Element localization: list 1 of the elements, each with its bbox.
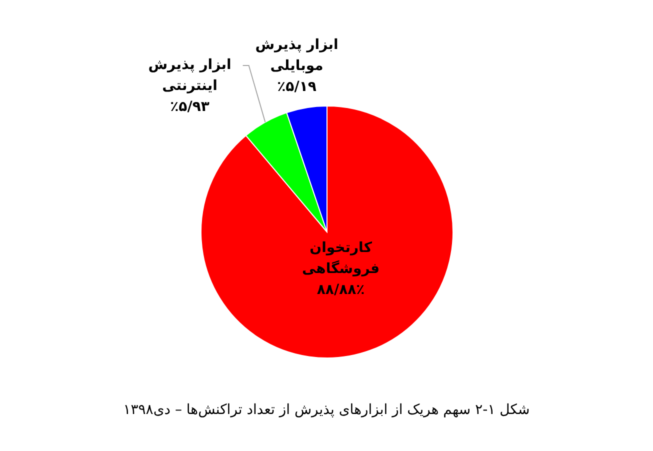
title: شکل ۱-۲ سهم هریک از ابزارهای پذیرش از تعداد تراکنش‌ها – دی۱۳۹۸ [122, 401, 531, 420]
